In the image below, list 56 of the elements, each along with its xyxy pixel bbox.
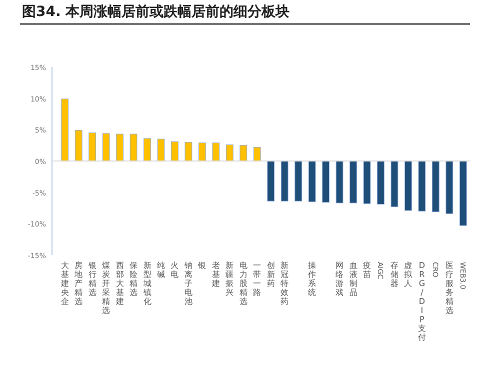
bar (184, 142, 192, 162)
bar (253, 146, 261, 162)
x-tick-label: 银行精选 (87, 261, 96, 297)
bar (390, 160, 398, 207)
bar (74, 130, 82, 162)
x-tick-label: 医疗服务精选 (445, 261, 454, 315)
bar (404, 160, 412, 211)
bar (432, 160, 440, 212)
x-tick-label: 纯碱 (157, 261, 165, 279)
category-label: DRG/DIP支付 (418, 261, 426, 342)
x-tick-label: 大基建央企 (60, 261, 69, 306)
chart-title: 图34. 本周涨幅居前或跌幅居前的细分板块 (22, 4, 290, 20)
bar (418, 160, 426, 212)
x-tick-label: 保险精选 (130, 261, 138, 297)
bar (198, 142, 206, 162)
x-tick-label: 新冠特效药 (280, 261, 289, 306)
bar (212, 142, 220, 162)
x-tick-label: 疫苗 (363, 261, 371, 279)
bar (267, 160, 275, 202)
x-tick-label: 钠离子电池 (183, 261, 192, 306)
x-tick-label: 创新药 (266, 261, 275, 288)
bar (280, 160, 288, 202)
x-tick-label: 血液制品 (349, 261, 358, 297)
x-tick-label: 老基建 (210, 261, 220, 288)
bar (226, 144, 234, 162)
bar (240, 145, 248, 162)
bar (130, 134, 138, 162)
bar (144, 138, 151, 162)
x-tick-label: 西部大基建 (114, 261, 124, 306)
bar (446, 160, 454, 214)
x-tick-label: 房地产精选 (74, 261, 83, 306)
x-tick-label: 银 (197, 261, 206, 270)
x-tick-label: 网络游戏 (336, 261, 344, 297)
bar (322, 160, 330, 203)
bar (363, 160, 371, 204)
bar (294, 160, 302, 202)
bar (88, 132, 96, 162)
x-tick-label: 一带一路 (253, 261, 262, 297)
bar (350, 160, 357, 204)
bar (102, 133, 110, 162)
x-tick-label: 新疆振兴 (226, 261, 234, 297)
bar (157, 138, 165, 162)
x-tick-label: 火电 (170, 261, 179, 279)
x-tick-label: 虚拟人 (404, 261, 414, 288)
x-tick-label: 新型城镇化 (142, 261, 152, 306)
bar (171, 141, 178, 162)
x-tick-label: 操作系统 (307, 261, 316, 297)
bar (459, 160, 467, 226)
bar (377, 160, 384, 204)
x-tick-label: 电力股精选 (239, 261, 248, 306)
bar (116, 134, 124, 162)
bar (308, 160, 316, 202)
bar (61, 98, 69, 162)
x-tick-label: 存储器 (390, 261, 398, 288)
x-tick-label: 煤炭开采精选 (102, 261, 110, 315)
bar (336, 160, 344, 204)
